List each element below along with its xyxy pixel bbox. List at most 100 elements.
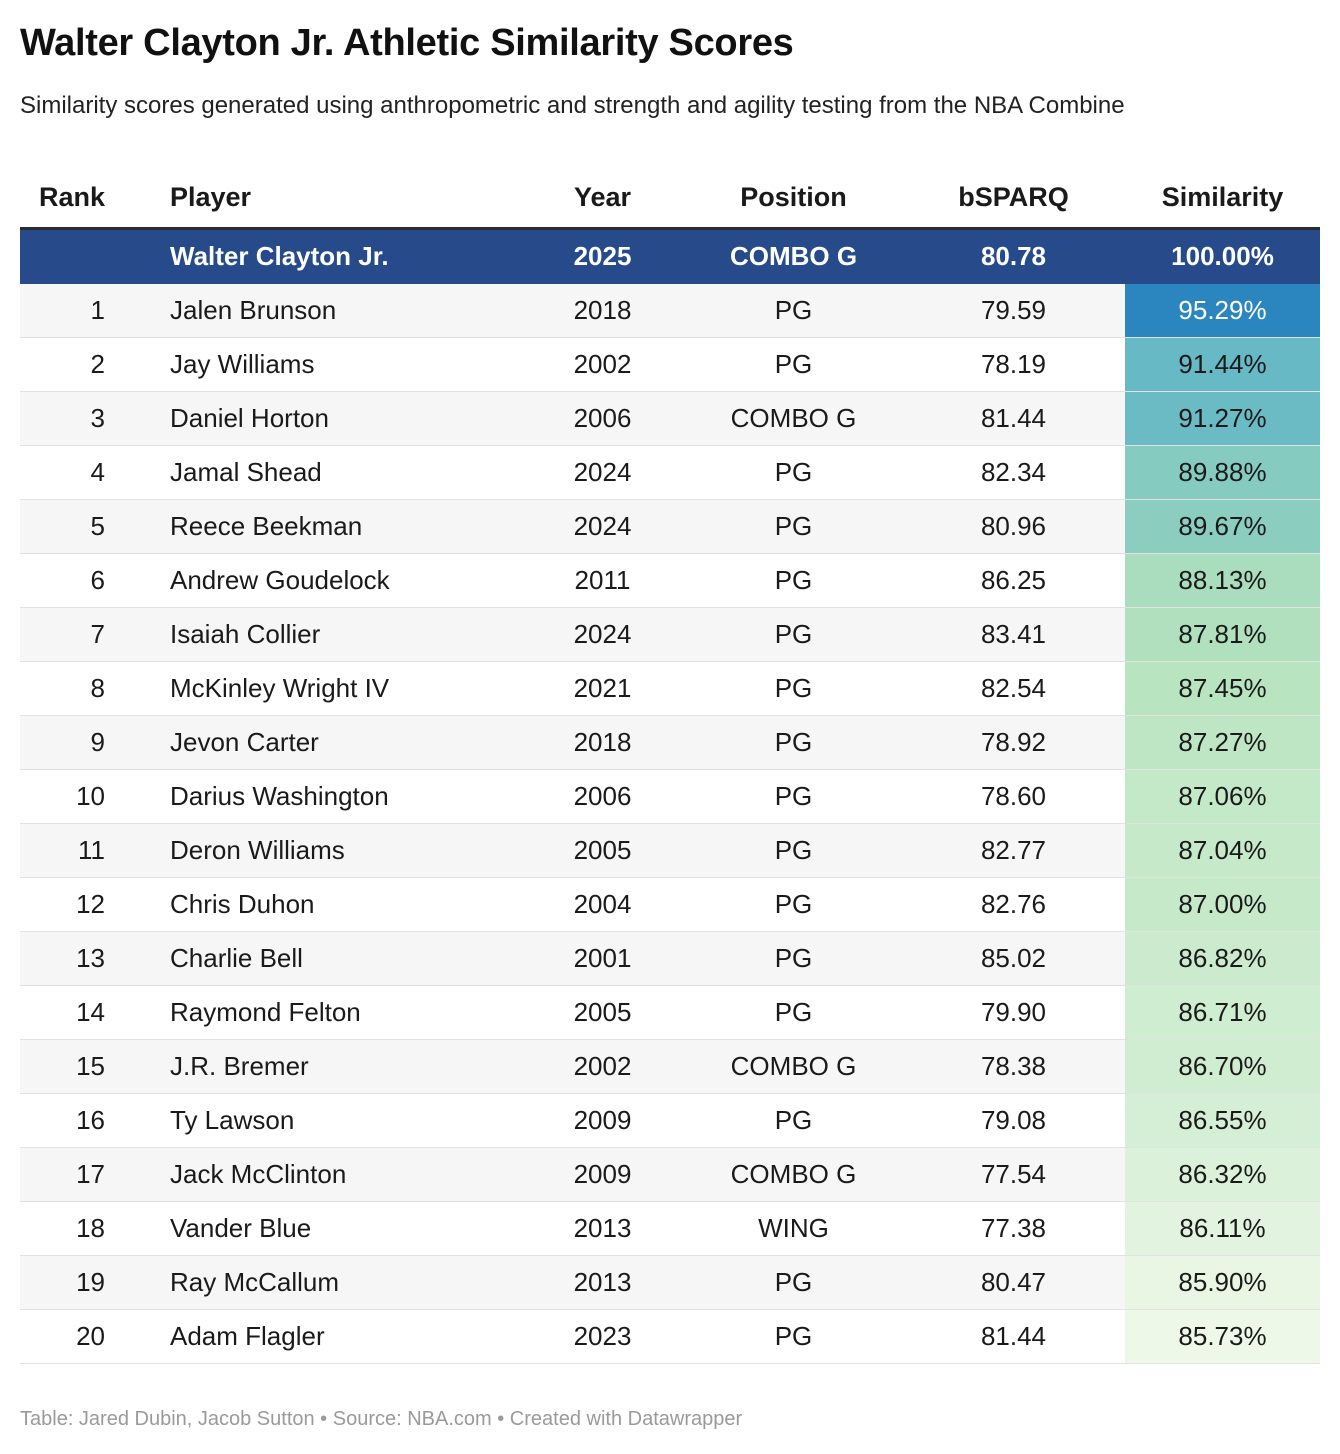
player-cell: Jack McClinton [170, 1159, 347, 1189]
column-header-similarity[interactable]: Similarity [1161, 182, 1284, 212]
rank-cell: 14 [76, 997, 105, 1027]
featured-player-cell: Walter Clayton Jr. [170, 241, 389, 271]
player-cell: Jamal Shead [170, 457, 322, 487]
bsparq-cell: 83.41 [980, 619, 1047, 649]
table-row: 17 Jack McClinton 2009 COMBO G 77.54 86.32% [20, 1148, 1320, 1202]
source-footer: Table: Jared Dubin, Jacob Sutton • Sourc… [20, 1408, 743, 1430]
player-cell: Ray McCallum [170, 1267, 340, 1297]
year-cell: 2002 [573, 1051, 632, 1081]
table-row: 20 Adam Flagler 2023 PG 81.44 85.73% [20, 1310, 1320, 1364]
similarity-cell: 87.45% [1125, 662, 1320, 715]
position-cell: PG [774, 727, 813, 757]
table-row: 19 Ray McCallum 2013 PG 80.47 85.90% [20, 1256, 1320, 1310]
year-cell: 2002 [573, 349, 632, 379]
position-cell: COMBO G [730, 1159, 857, 1189]
year-cell: 2013 [573, 1213, 632, 1243]
position-cell: PG [774, 457, 813, 487]
chart-subtitle: Similarity scores generated using anthro… [20, 92, 1125, 119]
table-row: 11 Deron Williams 2005 PG 82.77 87.04% [20, 824, 1320, 878]
similarity-cell: 85.73% [1125, 1310, 1320, 1363]
table-row: 6 Andrew Goudelock 2011 PG 86.25 88.13% [20, 554, 1320, 608]
player-cell: Jalen Brunson [170, 295, 337, 325]
bsparq-cell: 80.96 [980, 511, 1047, 541]
similarity-cell: 89.67% [1125, 500, 1320, 553]
position-cell: COMBO G [730, 403, 857, 433]
featured-bsparq-cell: 80.78 [980, 241, 1047, 271]
position-cell: PG [774, 997, 813, 1027]
player-cell: Jay Williams [170, 349, 315, 379]
similarity-cell: 87.06% [1125, 770, 1320, 823]
chart-title: Walter Clayton Jr. Athletic Similarity S… [20, 22, 794, 64]
table-row: 18 Vander Blue 2013 WING 77.38 86.11% [20, 1202, 1320, 1256]
player-cell: Reece Beekman [170, 511, 363, 541]
year-cell: 2009 [573, 1159, 632, 1189]
similarity-cell: 87.00% [1125, 878, 1320, 931]
player-cell: Deron Williams [170, 835, 345, 865]
column-header-year[interactable]: Year [573, 182, 632, 212]
rank-cell: 7 [90, 619, 105, 649]
position-cell: PG [774, 673, 813, 703]
column-header-rank[interactable]: Rank [38, 182, 105, 212]
bsparq-cell: 78.19 [980, 349, 1047, 379]
position-cell: PG [774, 511, 813, 541]
rank-cell: 13 [76, 943, 105, 973]
table-row: 9 Jevon Carter 2018 PG 78.92 87.27% [20, 716, 1320, 770]
featured-rank-cell [20, 230, 125, 283]
rank-cell: 17 [76, 1159, 105, 1189]
rank-cell: 4 [90, 457, 105, 487]
featured-position-cell: COMBO G [729, 241, 858, 271]
year-cell: 2024 [573, 619, 632, 649]
position-cell: PG [774, 565, 813, 595]
rank-cell: 20 [76, 1321, 105, 1351]
table-body: 1 Jalen Brunson 2018 PG 79.59 95.29% 2 Jay Will… [20, 284, 1320, 1364]
player-cell: J.R. Bremer [170, 1051, 309, 1081]
similarity-cell: 86.70% [1125, 1040, 1320, 1093]
rank-cell: 3 [90, 403, 105, 433]
bsparq-cell: 82.34 [980, 457, 1047, 487]
similarity-cell: 85.90% [1125, 1256, 1320, 1309]
year-cell: 2013 [573, 1267, 632, 1297]
position-cell: PG [774, 835, 813, 865]
year-cell: 2018 [573, 295, 632, 325]
bsparq-cell: 82.77 [980, 835, 1047, 865]
table-row: 8 McKinley Wright IV 2021 PG 82.54 87.45% [20, 662, 1320, 716]
year-cell: 2018 [573, 727, 632, 757]
rank-cell: 8 [90, 673, 105, 703]
table-row: 13 Charlie Bell 2001 PG 85.02 86.82% [20, 932, 1320, 986]
player-cell: Raymond Felton [170, 997, 361, 1027]
position-cell: COMBO G [730, 1051, 857, 1081]
position-cell: PG [774, 889, 813, 919]
table-row: 5 Reece Beekman 2024 PG 80.96 89.67% [20, 500, 1320, 554]
column-header-position[interactable]: Position [740, 182, 847, 212]
similarity-cell: 87.04% [1125, 824, 1320, 877]
similarity-cell: 86.82% [1125, 932, 1320, 985]
column-header-bsparq[interactable]: bSPARQ [958, 182, 1069, 212]
table-header-row: Rank Player Year Position bSPARQ Similar… [20, 168, 1320, 230]
player-cell: McKinley Wright IV [170, 673, 390, 703]
year-cell: 2024 [573, 457, 632, 487]
rank-cell: 16 [76, 1105, 105, 1135]
bsparq-cell: 81.44 [980, 1321, 1047, 1351]
year-cell: 2021 [573, 673, 632, 703]
similarity-cell: 87.27% [1125, 716, 1320, 769]
table-row: 2 Jay Williams 2002 PG 78.19 91.44% [20, 338, 1320, 392]
table-row: 16 Ty Lawson 2009 PG 79.08 86.55% [20, 1094, 1320, 1148]
year-cell: 2001 [573, 943, 632, 973]
position-cell: PG [774, 1267, 813, 1297]
bsparq-cell: 86.25 [980, 565, 1047, 595]
player-cell: Andrew Goudelock [170, 565, 390, 595]
position-cell: WING [758, 1213, 829, 1243]
bsparq-cell: 81.44 [980, 403, 1047, 433]
bsparq-cell: 79.08 [980, 1105, 1047, 1135]
position-cell: PG [774, 781, 813, 811]
similarity-cell: 91.44% [1125, 338, 1320, 391]
table-row: 3 Daniel Horton 2006 COMBO G 81.44 91.27% [20, 392, 1320, 446]
bsparq-cell: 78.60 [980, 781, 1047, 811]
column-header-player[interactable]: Player [170, 182, 252, 212]
year-cell: 2011 [574, 565, 631, 595]
rank-cell: 5 [90, 511, 105, 541]
featured-player-row: Walter Clayton Jr. 2025 COMBO G 80.78 10… [20, 230, 1320, 284]
bsparq-cell: 78.92 [980, 727, 1047, 757]
player-cell: Chris Duhon [170, 889, 315, 919]
similarity-cell: 86.32% [1125, 1148, 1320, 1201]
